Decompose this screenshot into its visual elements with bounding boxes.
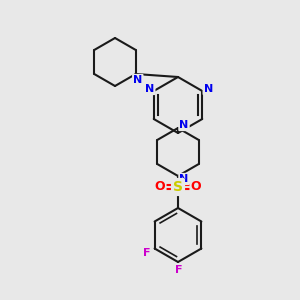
Text: F: F	[175, 265, 183, 275]
Text: N: N	[179, 174, 189, 184]
Text: O: O	[191, 181, 201, 194]
Text: N: N	[204, 84, 213, 94]
Text: S: S	[173, 180, 183, 194]
Text: N: N	[133, 75, 142, 85]
Text: N: N	[145, 84, 154, 94]
Text: F: F	[143, 248, 150, 257]
Text: N: N	[179, 120, 189, 130]
Text: O: O	[155, 181, 165, 194]
